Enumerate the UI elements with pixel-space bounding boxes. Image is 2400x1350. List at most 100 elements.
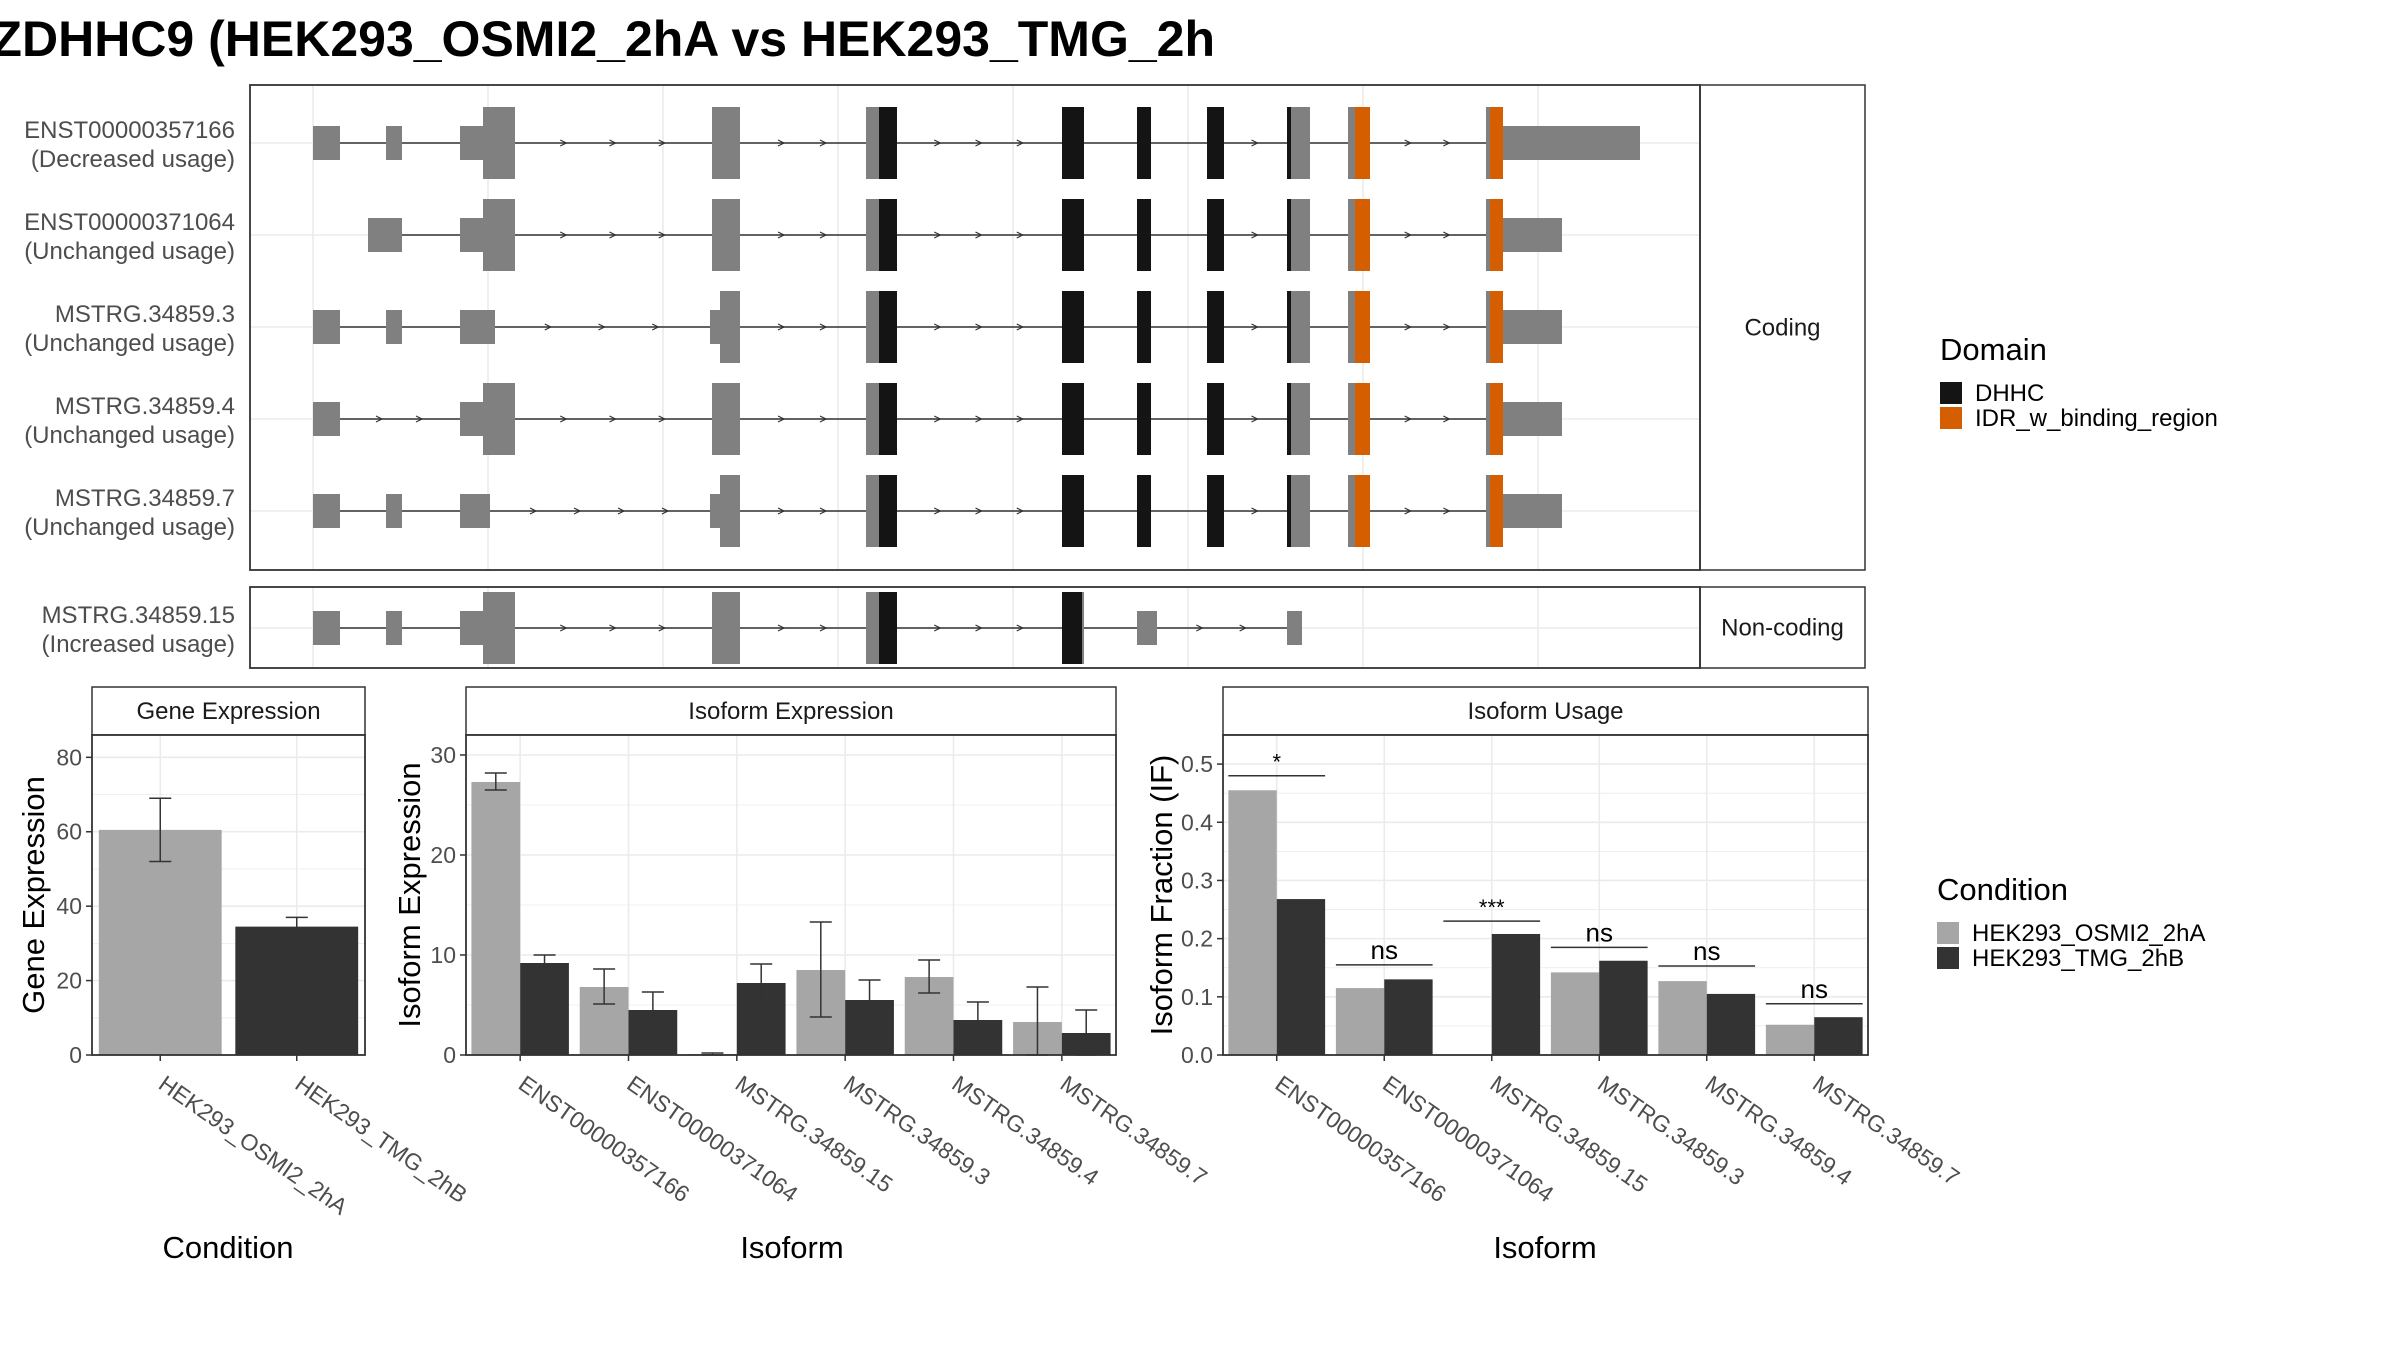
exon-block: [866, 383, 879, 455]
exon-block: [483, 107, 515, 179]
exon-block: [720, 475, 740, 547]
strand-arrow: [1251, 323, 1259, 331]
exon-block: [712, 107, 740, 179]
significance-label: ns: [1371, 935, 1398, 965]
bar: [1658, 981, 1707, 1055]
bar: [520, 963, 569, 1055]
dhhc-domain: [879, 291, 897, 363]
transcript-status-label: (Unchanged usage): [24, 330, 235, 357]
idr-domain: [1355, 107, 1370, 179]
strand-arrow: [559, 415, 568, 423]
exon-block: [386, 310, 402, 344]
strand-arrow: [819, 507, 828, 515]
exon-block: [1082, 592, 1084, 664]
strand-arrow: [777, 624, 786, 632]
idr-domain: [1355, 291, 1370, 363]
dhhc-domain: [1207, 291, 1224, 363]
bar: [1765, 1024, 1815, 1055]
dhhc-domain: [1287, 291, 1291, 363]
exon-block: [866, 592, 879, 664]
strand-arrow: [1404, 507, 1413, 515]
dhhc-domain: [879, 475, 897, 547]
strand-arrow: [975, 139, 983, 147]
strand-arrow: [975, 415, 983, 423]
strand-arrow: [933, 507, 942, 515]
strand-arrow: [777, 231, 786, 239]
transcript-id-label: MSTRG.34859.4: [55, 393, 235, 420]
y-tick-label: 0.3: [1181, 867, 1213, 893]
exon-block: [483, 383, 515, 455]
strand-arrow: [529, 507, 538, 515]
strand-arrow: [559, 624, 568, 632]
dhhc-domain: [879, 199, 897, 271]
bar: [1491, 933, 1541, 1055]
exon-block: [712, 199, 740, 271]
y-tick-label: 0.0: [1181, 1042, 1213, 1068]
strand-arrow: [1443, 323, 1451, 331]
strand-arrow: [933, 139, 942, 147]
exon-block: [710, 310, 720, 344]
dhhc-domain: [879, 107, 897, 179]
strand-arrow: [975, 624, 983, 632]
dhhc-domain: [1207, 199, 1224, 271]
strand-arrow: [1196, 624, 1204, 632]
transcript-row: MSTRG.34859.15(Increased usage): [42, 592, 1302, 664]
strand-arrow: [375, 415, 384, 423]
dhhc-domain: [1137, 107, 1151, 179]
transcript-status-label: (Unchanged usage): [24, 514, 235, 541]
strand-arrow: [975, 507, 983, 515]
strand-arrow: [661, 507, 670, 515]
strand-arrow: [1443, 415, 1451, 423]
figure-title: ne isoform switch in ZDHHC9 (HEK293_OSMI…: [0, 11, 1215, 67]
exon-block: [1486, 291, 1490, 363]
bar: [1276, 899, 1326, 1055]
exon-block: [1503, 218, 1562, 252]
exon-block: [1503, 402, 1562, 436]
domain-legend-label: IDR_w_binding_region: [1975, 405, 2218, 432]
y-tick-label: 0.4: [1181, 809, 1213, 835]
condition-legend-key: [1937, 922, 1959, 944]
exon-block: [313, 126, 340, 160]
bar: [235, 926, 359, 1055]
transcript-status-label: (Unchanged usage): [24, 238, 235, 265]
exon-block: [1348, 199, 1355, 271]
exon-block: [710, 494, 720, 528]
strand-arrow: [598, 323, 606, 331]
dhhc-domain: [1062, 475, 1084, 547]
strand-arrow: [819, 415, 828, 423]
bar: [1228, 790, 1277, 1055]
dhhc-domain: [1137, 383, 1151, 455]
dhhc-domain: [1062, 199, 1084, 271]
idr-domain: [1355, 383, 1370, 455]
exon-block: [460, 611, 483, 645]
idr-domain: [1490, 291, 1503, 363]
exon-block: [386, 126, 402, 160]
facet-strip-label: Coding: [1744, 315, 1820, 342]
strand-arrow: [1239, 624, 1248, 632]
strand-arrow: [975, 323, 983, 331]
y-axis-label: Isoform Fraction (IF): [1144, 755, 1179, 1036]
bar: [471, 782, 521, 1055]
idr-domain: [1355, 475, 1370, 547]
strand-arrow: [819, 139, 828, 147]
bar: [1706, 993, 1756, 1055]
exon-block: [460, 218, 483, 252]
strand-arrow: [609, 231, 617, 239]
exon-block: [1291, 383, 1310, 455]
dhhc-domain: [1062, 592, 1082, 664]
y-tick-label: 10: [430, 942, 456, 968]
strand-arrow: [651, 323, 660, 331]
bar: [1384, 979, 1433, 1055]
dhhc-domain: [1287, 475, 1291, 547]
strand-arrow: [933, 624, 942, 632]
facet-strip: [1699, 586, 1866, 669]
y-tick-label: 60: [56, 819, 82, 845]
strand-arrow: [777, 507, 786, 515]
x-axis-label: Condition: [163, 1230, 294, 1265]
strand-arrow: [819, 231, 828, 239]
strand-arrow: [1251, 507, 1259, 515]
exon-block: [460, 126, 483, 160]
dhhc-domain: [1207, 475, 1224, 547]
exon-block: [1287, 611, 1302, 645]
strand-arrow: [933, 231, 942, 239]
